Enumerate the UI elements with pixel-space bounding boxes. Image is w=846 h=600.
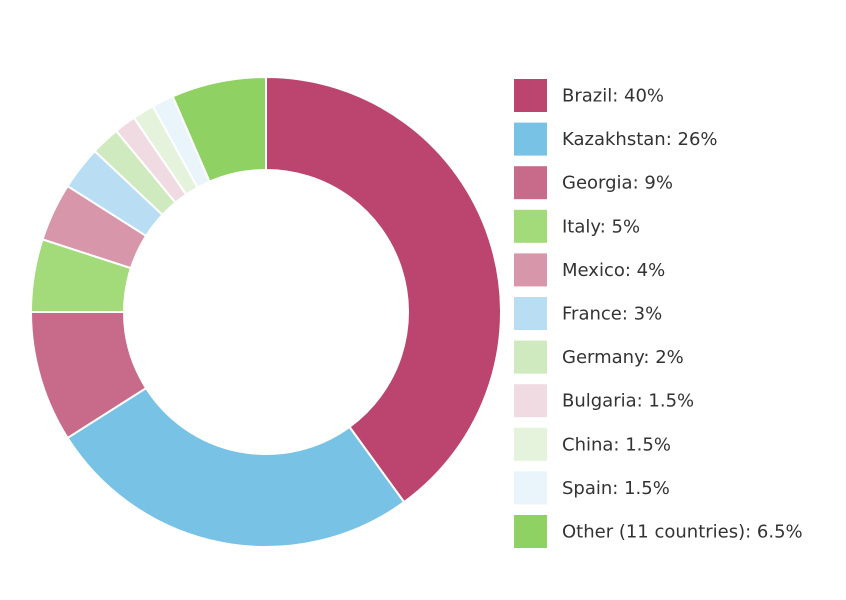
legend-swatch-bulgaria bbox=[514, 384, 547, 418]
legend-label-italy: Italy: 5% bbox=[562, 216, 640, 237]
legend-swatch-germany bbox=[514, 340, 547, 374]
legend-label-brazil: Brazil: 40% bbox=[562, 86, 664, 107]
legend-swatch-mexico bbox=[514, 253, 547, 287]
legend-swatch-kazakhstan bbox=[514, 122, 547, 156]
slice-kazakhstan bbox=[66, 386, 406, 548]
legend-label-spain: Spain: 1.5% bbox=[562, 478, 670, 499]
legend-swatch-georgia bbox=[514, 166, 547, 200]
legend-swatch-spain bbox=[514, 471, 547, 505]
legend-swatch-china bbox=[514, 427, 547, 461]
legend-label-kazakhstan: Kazakhstan: 26% bbox=[562, 129, 718, 150]
legend-label-france: France: 3% bbox=[562, 304, 662, 325]
legend-swatch-france bbox=[514, 297, 547, 330]
donut-slices bbox=[29, 75, 502, 548]
legend-label-georgia: Georgia: 9% bbox=[562, 173, 673, 194]
slice-brazil bbox=[265, 75, 502, 504]
legend-swatch-italy bbox=[514, 209, 547, 243]
legend-label-bulgaria: Bulgaria: 1.5% bbox=[562, 391, 694, 412]
legend-label-germany: Germany: 2% bbox=[562, 347, 684, 368]
slice-other-11-countries bbox=[171, 75, 267, 183]
legend-swatch-brazil bbox=[514, 79, 547, 112]
legend-label-china: China: 1.5% bbox=[562, 434, 671, 455]
legend-swatch-other-11-countries bbox=[514, 515, 547, 548]
chart-legend: Brazil: 40% Kazakhstan: 26% Georgia: 9% Ita… bbox=[514, 79, 803, 548]
legend-label-other-11-countries: Other (11 countries): 6.5% bbox=[562, 522, 803, 543]
legend-label-mexico: Mexico: 4% bbox=[562, 260, 665, 281]
